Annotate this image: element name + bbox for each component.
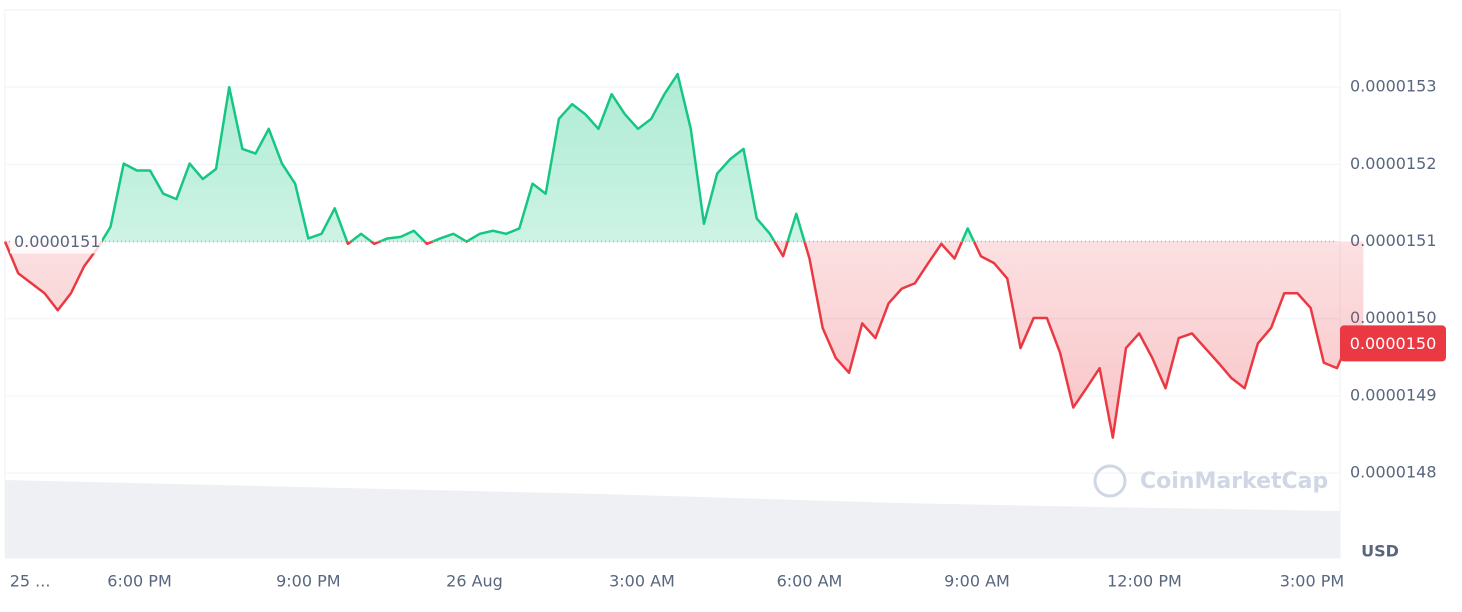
baseline-label-bg xyxy=(10,229,102,254)
price-area xyxy=(5,74,1364,242)
y-tick-label: 0.0000151 xyxy=(1350,231,1437,250)
current-price-box xyxy=(1340,325,1446,362)
price-line xyxy=(3,241,1364,439)
x-tick-label: 6:00 PM xyxy=(107,572,171,591)
x-tick-label: 3:00 AM xyxy=(609,572,675,591)
x-tick-label: 6:00 AM xyxy=(777,572,843,591)
x-tick-label: 3:00 PM xyxy=(1280,572,1344,591)
watermark-logo xyxy=(1093,464,1127,498)
y-tick-label: 0.0000150 xyxy=(1350,308,1437,327)
y-tick-label: 0.0000152 xyxy=(1350,154,1437,173)
watermark: CoinMarketCap xyxy=(1093,464,1328,498)
x-tick-label: 9:00 PM xyxy=(276,572,340,591)
y-tick-label: 0.0000149 xyxy=(1350,385,1437,404)
price-area xyxy=(5,241,1364,438)
price-line xyxy=(4,72,976,242)
y-tick-label: 0.0000148 xyxy=(1350,463,1437,482)
volume-area xyxy=(5,480,1340,558)
x-tick-label: 12:00 PM xyxy=(1107,572,1182,591)
baseline-label: 0.0000151 xyxy=(14,232,101,251)
x-tick-label: 25 ... xyxy=(10,572,51,591)
y-tick-label: 0.0000153 xyxy=(1350,77,1437,96)
current-price-label: 0.0000150 xyxy=(1350,334,1437,353)
y-unit: USD xyxy=(1361,542,1399,561)
watermark-text: CoinMarketCap xyxy=(1140,469,1328,494)
x-tick-label: 26 Aug xyxy=(446,572,503,591)
x-tick-label: 9:00 AM xyxy=(944,572,1010,591)
